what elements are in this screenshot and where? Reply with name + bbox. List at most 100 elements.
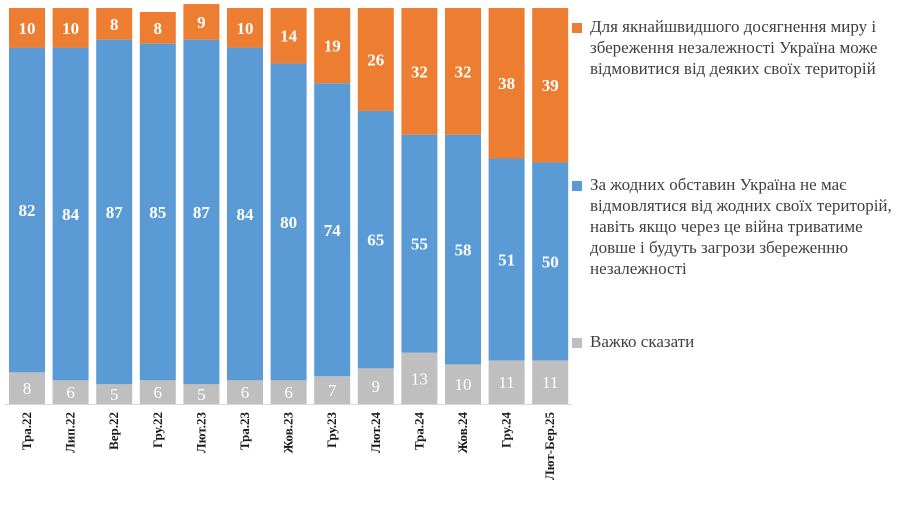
data-label: 14: [280, 27, 298, 46]
bar-segment: [96, 384, 133, 404]
bar-segment: [445, 134, 481, 365]
x-tick-label: Лют-Бер.25: [542, 412, 557, 481]
data-label: 55: [411, 235, 428, 254]
bar-segment: [183, 384, 220, 404]
data-label: 84: [237, 205, 255, 224]
data-label: 19: [324, 37, 341, 56]
data-label: 6: [154, 383, 163, 402]
bar-segment: [270, 380, 307, 404]
bar-segment: [357, 8, 394, 111]
bar-segment: [227, 47, 263, 381]
bar-segment: [445, 8, 481, 135]
bar-segment: [270, 63, 307, 381]
data-label: 8: [110, 15, 119, 34]
x-tick-label: Гру.23: [324, 412, 339, 448]
bar-segment: [9, 372, 45, 404]
data-label: 87: [106, 203, 124, 222]
bar-segment: [227, 8, 263, 48]
bar-segment: [52, 47, 89, 381]
x-tick-label: Гру.22: [150, 412, 165, 448]
x-tick-label: Вер.22: [106, 412, 121, 450]
data-label: 74: [324, 221, 342, 240]
bar-segment: [96, 39, 133, 385]
x-tick-label: Тра.22: [19, 412, 34, 450]
data-label: 11: [498, 373, 514, 392]
x-tick-label: Гру.24: [499, 412, 514, 448]
bar-segment: [357, 368, 394, 404]
data-label: 8: [23, 379, 32, 398]
legend-item-gray: Важко сказати: [572, 331, 897, 352]
bar-segment: [401, 134, 438, 353]
data-label: 26: [367, 50, 384, 69]
bar-segment: [488, 8, 525, 159]
bar-segment: [314, 83, 351, 377]
bar-segment: [357, 110, 394, 369]
legend-label-gray: Важко сказати: [590, 332, 695, 351]
bar-segment: [401, 8, 438, 135]
data-label: 82: [19, 201, 36, 220]
bar-segment: [52, 8, 89, 48]
data-label: 84: [62, 205, 80, 224]
bar-segment: [445, 364, 481, 404]
data-label: 13: [411, 369, 428, 388]
bar-segment: [183, 39, 220, 385]
bar-segment: [96, 8, 133, 40]
bar-segment: [139, 43, 176, 381]
bar-segment: [139, 380, 176, 404]
data-label: 5: [197, 385, 206, 404]
bar-segment: [314, 376, 351, 404]
bar-segment: [532, 8, 569, 163]
bar-segment: [488, 360, 525, 404]
x-tick-label: Тра.24: [411, 412, 426, 451]
legend-swatch-blue: [572, 181, 582, 191]
legend-label-blue: За жодних обставин Україна не має відмов…: [590, 175, 892, 278]
bar-segment: [183, 4, 220, 40]
data-label: 9: [197, 13, 206, 32]
x-tick-label: Жов.23: [281, 412, 296, 454]
data-label: 5: [110, 385, 119, 404]
data-label: 10: [455, 375, 472, 394]
data-label: 10: [237, 19, 254, 38]
x-tick-label: Тра.23: [237, 412, 252, 451]
data-label: 51: [498, 250, 515, 269]
legend-item-blue: За жодних обставин Україна не має відмов…: [572, 174, 897, 279]
data-label: 87: [193, 203, 211, 222]
data-label: 58: [455, 241, 472, 260]
data-label: 32: [455, 62, 472, 81]
bar-segment: [401, 352, 438, 404]
bar-segment: [9, 8, 45, 48]
legend-item-orange: Для якнайшвидшого досягнення миру і збер…: [572, 16, 897, 79]
data-label: 80: [280, 213, 297, 232]
data-label: 6: [241, 383, 250, 402]
bar-segment: [52, 380, 89, 404]
data-label: 65: [367, 231, 384, 250]
data-label: 50: [542, 252, 559, 271]
data-label: 85: [149, 203, 166, 222]
data-label: 7: [328, 381, 337, 400]
legend-label-orange: Для якнайшвидшого досягнення миру і збер…: [590, 17, 878, 78]
x-tick-label: Жов.24: [455, 412, 470, 454]
data-label: 6: [66, 383, 75, 402]
data-label: 9: [372, 377, 381, 396]
legend-swatch-orange: [572, 23, 582, 33]
legend-swatch-gray: [572, 338, 582, 348]
bar-segment: [9, 47, 45, 373]
data-label: 39: [542, 76, 559, 95]
data-label: 38: [498, 74, 515, 93]
bar-segment: [270, 8, 307, 64]
data-label: 10: [62, 19, 79, 38]
bar-segment: [488, 158, 525, 361]
data-label: 10: [19, 19, 36, 38]
bar-segment: [314, 8, 351, 84]
x-tick-label: Лют.24: [368, 412, 383, 454]
bar-segment: [227, 380, 263, 404]
data-label: 8: [154, 19, 163, 38]
bar-segment: [532, 360, 569, 404]
bar-segment: [532, 162, 569, 361]
x-tick-label: Лют.23: [193, 412, 208, 454]
data-label: 6: [284, 383, 293, 402]
x-tick-label: Лип.22: [63, 412, 78, 453]
data-label: 11: [542, 373, 558, 392]
bar-segment: [139, 11, 176, 44]
